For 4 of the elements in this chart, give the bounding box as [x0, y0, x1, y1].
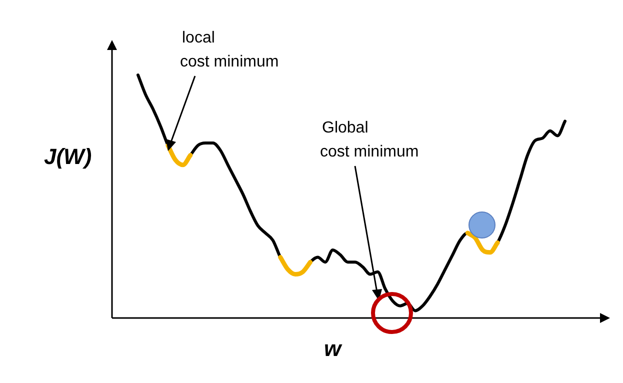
text: local cost minimum	[180, 29, 279, 70]
annotation: Global cost minimum	[320, 119, 419, 160]
y-axis-title: J(W)	[44, 144, 92, 170]
x-axis-title: w	[324, 336, 342, 362]
